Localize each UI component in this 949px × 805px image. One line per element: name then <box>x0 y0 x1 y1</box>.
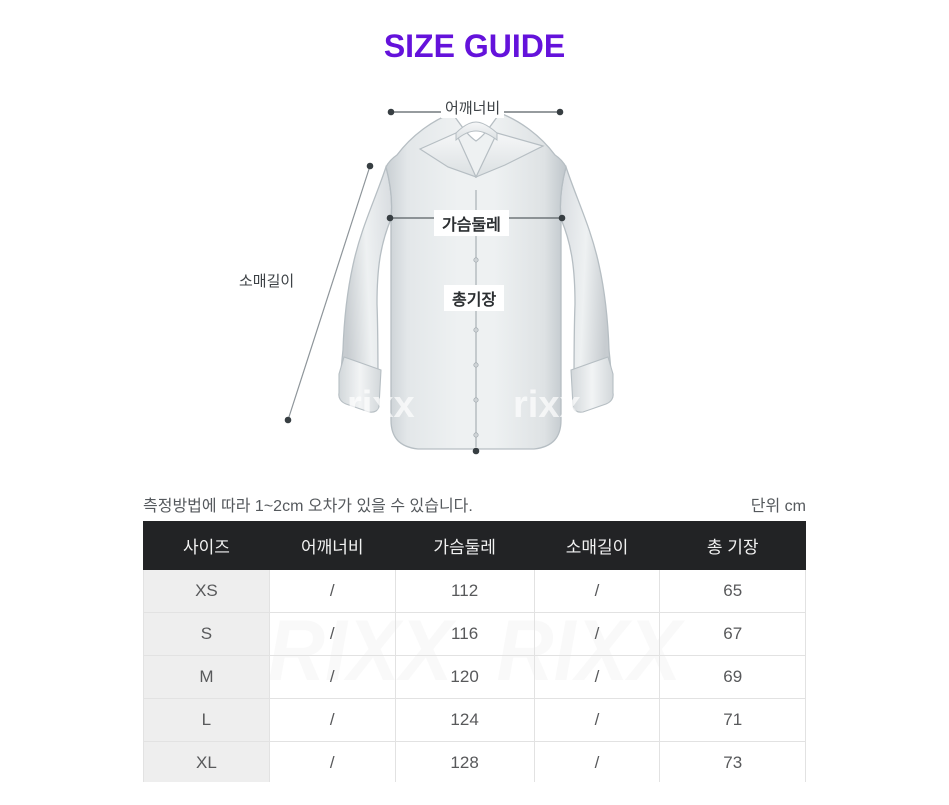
svg-text:rixx: rixx <box>513 384 581 426</box>
svg-text:rixx: rixx <box>347 384 415 426</box>
